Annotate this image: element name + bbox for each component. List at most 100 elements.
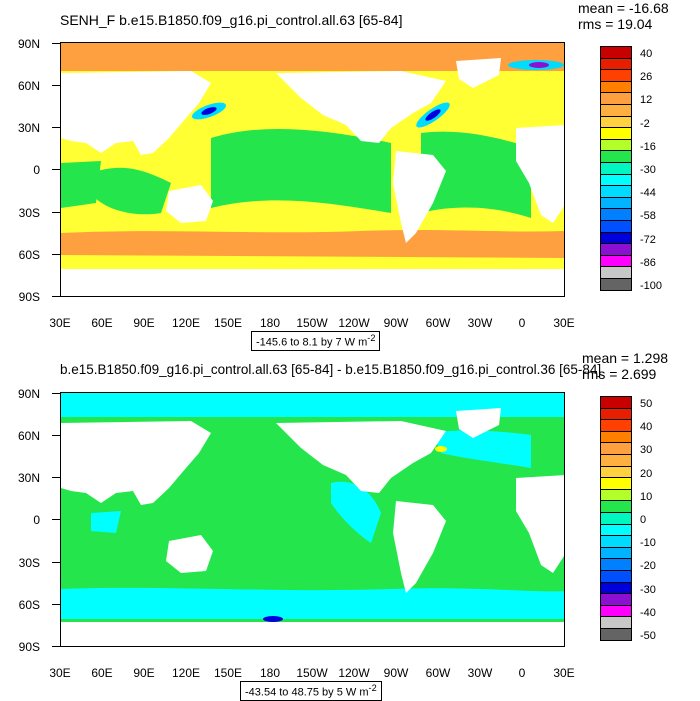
lat-tick xyxy=(52,604,60,605)
lat-tick xyxy=(52,519,60,520)
gulfstream-warm xyxy=(435,446,447,452)
colorbar-label: 40 xyxy=(640,421,653,434)
australia-land xyxy=(166,535,213,573)
colorbar-label: -20 xyxy=(640,560,656,573)
lat-tick xyxy=(52,393,60,394)
lon-label: 30E xyxy=(49,666,71,680)
lat-label: 90S xyxy=(18,290,40,304)
lon-label: 150W xyxy=(296,316,328,330)
lon-label: 0 xyxy=(518,316,526,330)
colorbar-label: 26 xyxy=(640,71,653,84)
lat-label: 30N xyxy=(17,471,40,485)
land-masses xyxy=(61,408,564,646)
rms-value: rms = 2.699 xyxy=(582,366,657,382)
lat-label: 60S xyxy=(18,598,40,612)
panel-title: b.e15.B1850.f09_g16.pi_control.all.63 [6… xyxy=(60,362,602,377)
eurasia-land xyxy=(61,421,211,505)
lat-label: 60N xyxy=(17,79,40,93)
antarctica-land xyxy=(61,269,564,296)
colorbar-label: -30 xyxy=(640,583,656,596)
south-america-land xyxy=(393,151,446,243)
north-america-land xyxy=(276,421,446,493)
lat-label: 0 xyxy=(33,513,40,527)
stats-block: mean = -16.68 rms = 19.04 xyxy=(578,0,669,32)
colorbar-label: -16 xyxy=(640,140,656,153)
mean-value: mean = -16.68 xyxy=(578,0,669,16)
atlantic-green-zone xyxy=(421,131,531,218)
lat-tick xyxy=(52,169,60,170)
mean-value: mean = 1.298 xyxy=(582,350,669,366)
lon-label: 30E xyxy=(553,666,575,680)
lat-label: 30S xyxy=(18,206,40,220)
lon-label: 120W xyxy=(338,316,370,330)
lon-label: 60E xyxy=(91,666,113,680)
lon-label: 0 xyxy=(518,666,526,680)
lon-label: 90E xyxy=(133,316,155,330)
pacific-green-zone xyxy=(211,128,391,213)
bottom-map-panel: b.e15.B1850.f09_g16.pi_control.all.63 [6… xyxy=(0,350,700,701)
kuroshio-core xyxy=(201,107,217,115)
lat-label: 60N xyxy=(17,429,40,443)
rms-value: rms = 19.04 xyxy=(578,16,653,32)
eurasia-land xyxy=(61,71,211,155)
pacific-cyan xyxy=(331,481,381,543)
land-masses xyxy=(61,58,564,296)
lat-label: 0 xyxy=(33,163,40,177)
colorbar-label: -100 xyxy=(640,280,663,292)
ross-anomaly xyxy=(263,616,283,622)
colorbar-label: -10 xyxy=(640,537,656,550)
indian-green-zone xyxy=(91,167,171,215)
contour-range-label: -43.54 to 48.75 by 5 W m-2 xyxy=(240,681,382,701)
colorbar-label: 10 xyxy=(640,490,653,503)
lat-label: 90N xyxy=(17,37,40,51)
range-text: -145.6 to 8.1 by 7 W m xyxy=(256,336,368,349)
colorbar-label: 30 xyxy=(640,444,653,457)
colorbar-label: -86 xyxy=(640,256,656,269)
lon-label: 30W xyxy=(467,316,493,330)
colorbar-label: -30 xyxy=(640,164,656,176)
colorbar-swatch xyxy=(600,628,632,641)
southern-edge xyxy=(61,255,564,269)
panel-title: SENH_F b.e15.B1850.f09_g16.pi_control.al… xyxy=(60,12,403,28)
colorbar-label: 50 xyxy=(640,398,653,410)
colorbar-label: -2 xyxy=(640,117,650,130)
lon-label: 120E xyxy=(171,316,201,330)
top-map-panel: SENH_F b.e15.B1850.f09_g16.pi_control.al… xyxy=(0,0,700,351)
lon-label: 60W xyxy=(425,316,451,330)
lat-tick xyxy=(52,562,60,563)
antarctica-land xyxy=(61,622,564,646)
southern-cyan xyxy=(61,587,564,619)
colorbar-label: -40 xyxy=(640,606,656,619)
africa-land xyxy=(516,475,564,573)
australia-land xyxy=(166,185,213,223)
range-exponent: -2 xyxy=(368,683,377,693)
lat-label: 30N xyxy=(17,121,40,135)
lat-label: 30S xyxy=(18,556,40,570)
lon-label: 90E xyxy=(133,666,155,680)
colorbar-label: -58 xyxy=(640,210,656,223)
lon-label: 120E xyxy=(171,666,201,680)
lon-label: 180 xyxy=(259,666,281,680)
colorbar-swatch xyxy=(600,278,632,291)
lon-label: 150E xyxy=(213,316,243,330)
colorbar-label: 12 xyxy=(640,94,653,107)
map-svg xyxy=(61,393,564,646)
lat-tick xyxy=(52,43,60,44)
colorbar-label: -44 xyxy=(640,187,656,200)
north-america-land xyxy=(276,71,446,143)
lat-tick xyxy=(52,296,60,297)
colorbar-label: 0 xyxy=(640,514,647,526)
contour-range-label: -145.6 to 8.1 by 7 W m-2 xyxy=(251,331,381,351)
map-plot-area xyxy=(60,392,565,647)
lon-label: 30W xyxy=(467,666,493,680)
indian-cyan xyxy=(91,511,121,533)
lat-label: 90N xyxy=(17,387,40,401)
colorbar-label: 40 xyxy=(640,48,653,60)
lat-tick xyxy=(52,477,60,478)
lat-tick xyxy=(52,127,60,128)
lat-tick xyxy=(52,646,60,647)
colorbar-label: -50 xyxy=(640,630,656,642)
lon-label: 90W xyxy=(383,316,409,330)
lon-label: 90W xyxy=(383,666,409,680)
lon-label: 180 xyxy=(259,316,281,330)
